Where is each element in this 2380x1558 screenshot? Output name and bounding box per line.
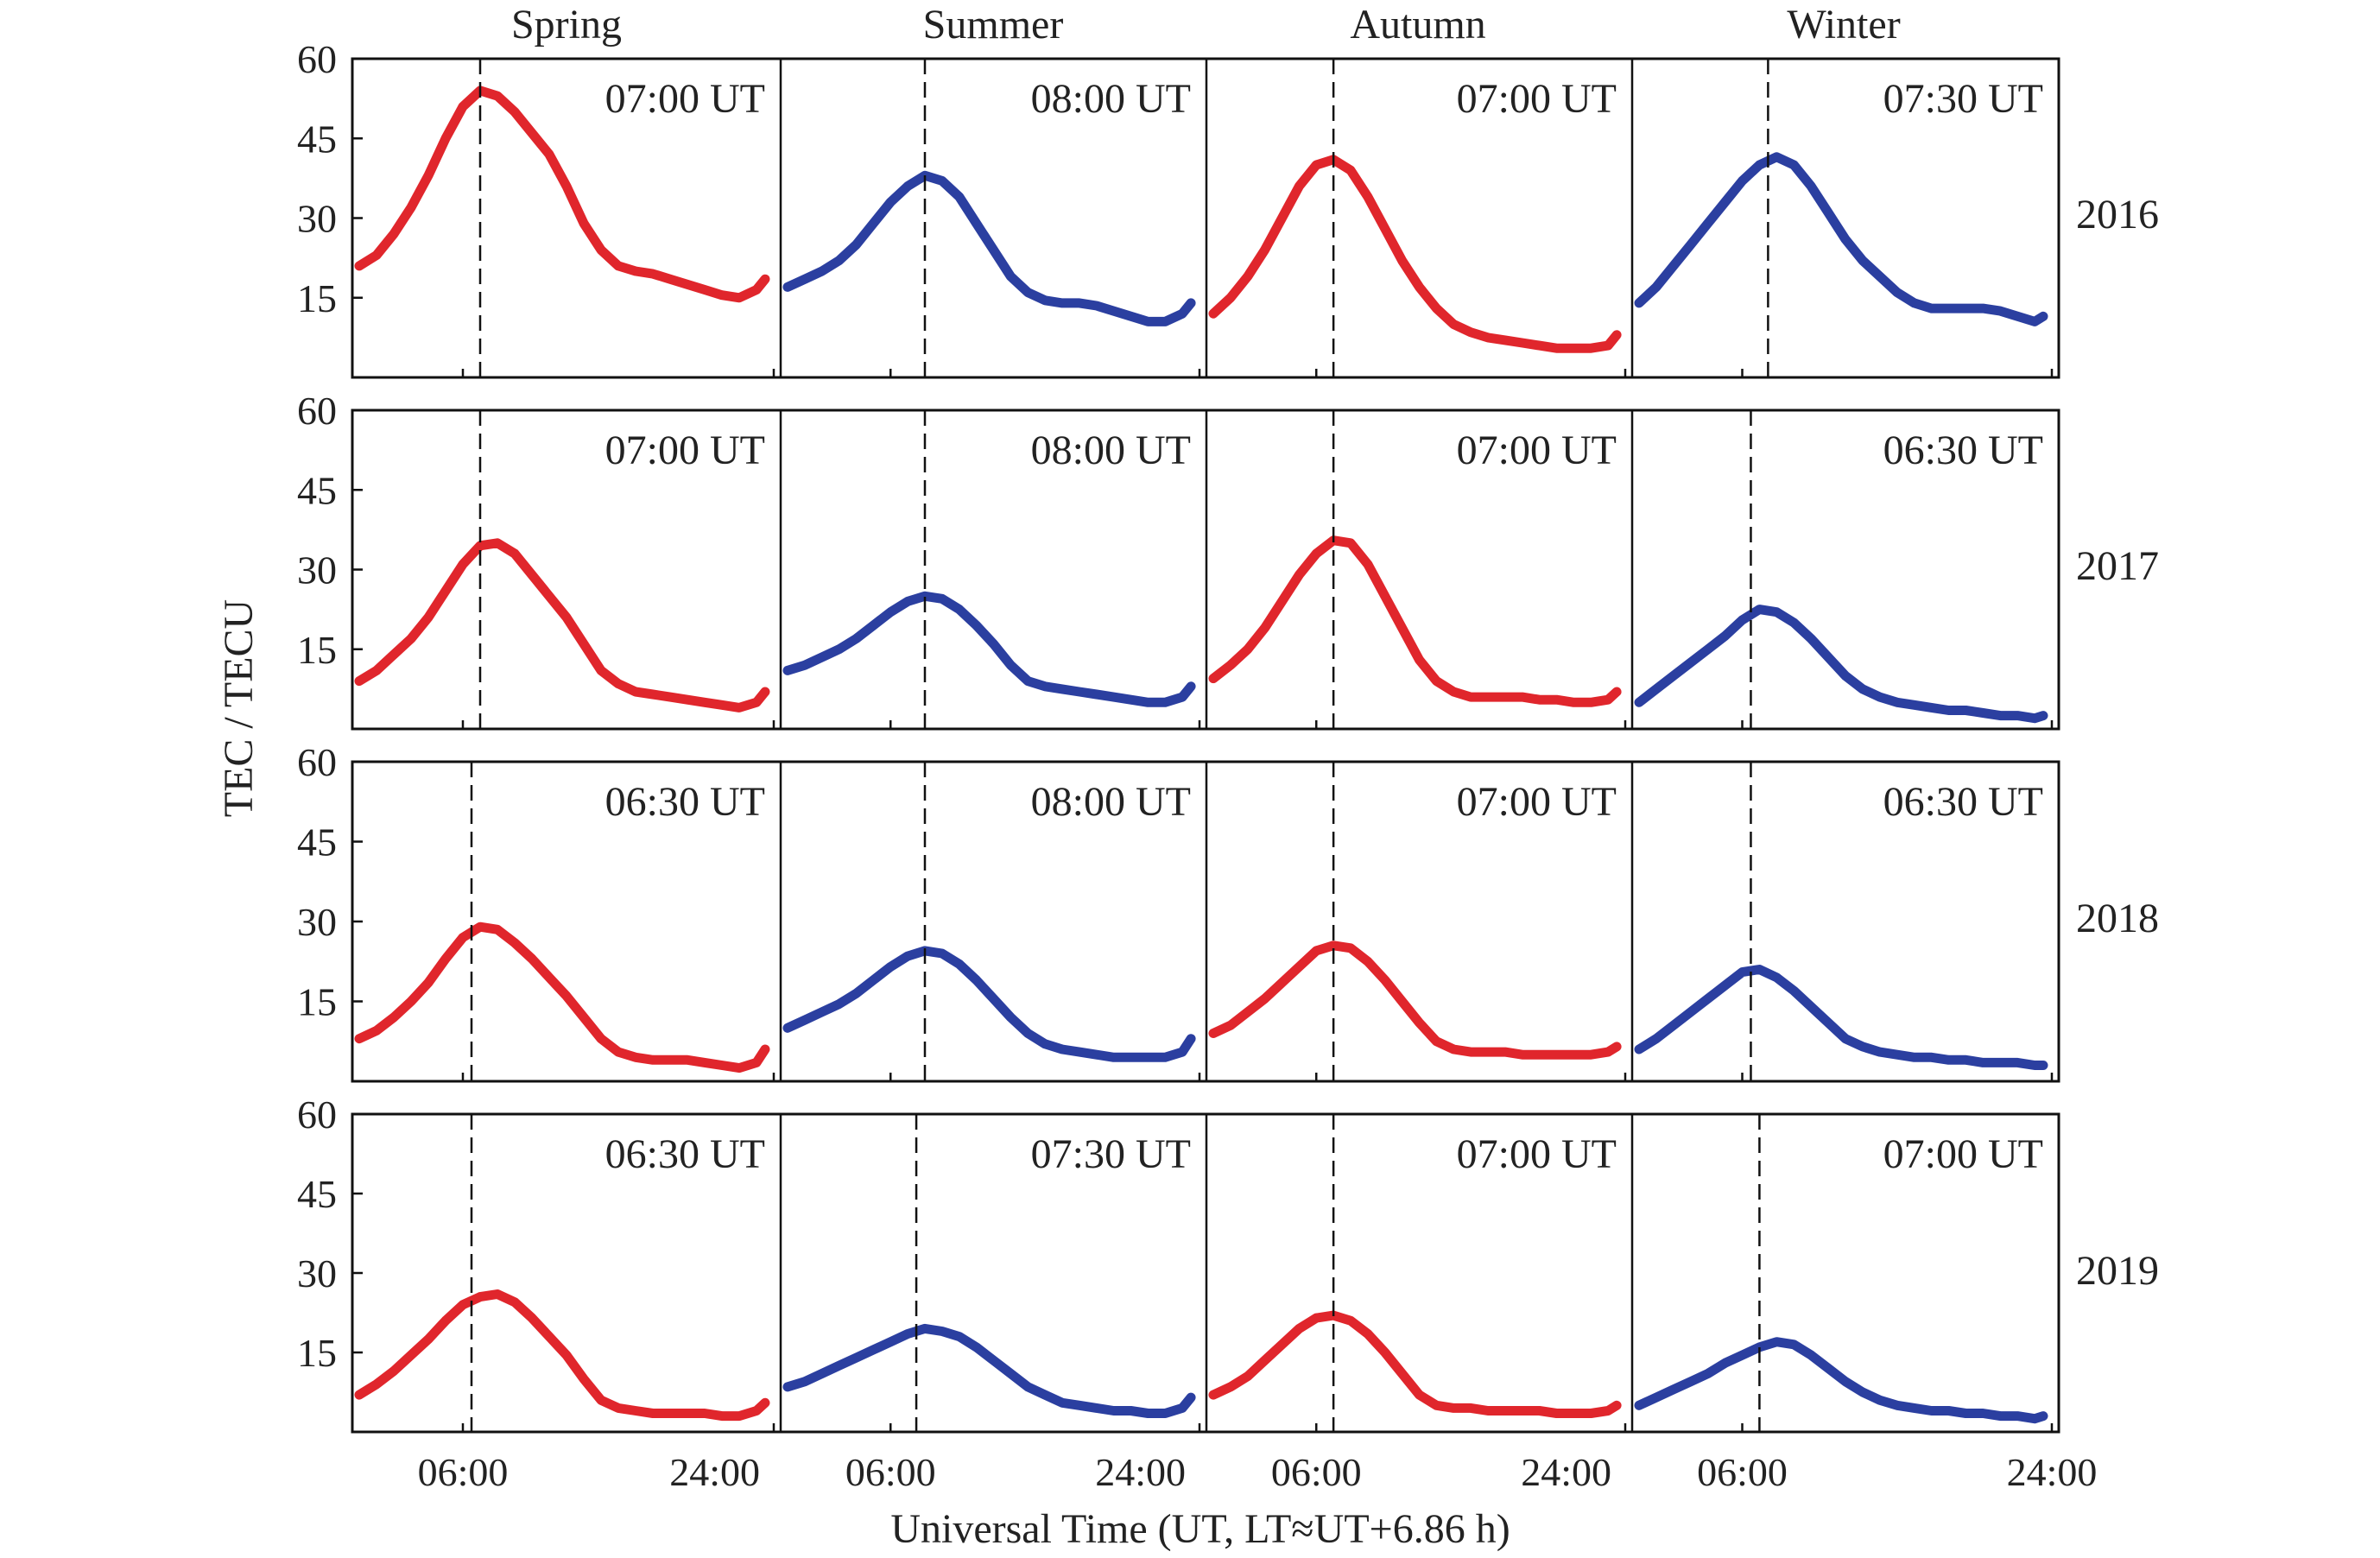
labels-layer: TEC / TECU Universal Time (UT, LT≈UT+6.8… [216, 2, 2159, 1552]
y-tick-label: 30 [297, 197, 337, 241]
tec-series-line [782, 1323, 1196, 1418]
y-tick-label: 30 [297, 900, 337, 944]
peak-time-label: 07:00 UT [605, 76, 765, 122]
y-tick-label: 15 [297, 276, 337, 320]
y-tick-label: 60 [297, 1092, 337, 1137]
y-tick-label: 15 [297, 628, 337, 672]
tec-series-line [354, 1289, 770, 1422]
peak-time-label: 07:30 UT [1883, 76, 2043, 122]
x-tick-label: 06:00 [845, 1450, 936, 1494]
tec-series-line [1634, 605, 2048, 724]
tec-series-line [354, 86, 770, 303]
y-tick-label: 45 [297, 468, 337, 512]
x-tick-label: 24:00 [669, 1450, 760, 1494]
x-tick-label: 24:00 [1095, 1450, 1186, 1494]
tec-series-line [1634, 1337, 2048, 1424]
peak-time-label: 06:30 UT [1883, 428, 2043, 473]
tec-series-line [782, 170, 1196, 326]
season-title-spring: Spring [511, 2, 622, 48]
peak-time-label: 08:00 UT [1031, 779, 1191, 825]
peak-time-label: 08:00 UT [1031, 76, 1191, 122]
x-axis-title: Universal Time (UT, LT≈UT+6.86 h) [890, 1506, 1510, 1552]
season-title-summer: Summer [923, 2, 1064, 48]
peak-time-label: 07:00 UT [605, 428, 765, 473]
tec-series-line [782, 946, 1196, 1062]
season-title-autumn: Autumn [1350, 2, 1485, 48]
season-title-winter: Winter [1787, 2, 1900, 48]
peak-time-label: 07:30 UT [1031, 1131, 1191, 1177]
tec-series-line [1208, 940, 1622, 1060]
y-tick-label: 15 [297, 980, 337, 1024]
peak-time-label: 07:00 UT [1457, 779, 1617, 825]
year-label-2018: 2018 [2076, 896, 2159, 941]
y-tick-label: 60 [297, 389, 337, 433]
year-label-2019: 2019 [2076, 1248, 2159, 1294]
tec-series-line [1634, 152, 2048, 326]
tec-series-line [1208, 535, 1622, 707]
y-tick-label: 60 [297, 37, 337, 81]
tec-series-line [1208, 1310, 1622, 1418]
tec-series-line [1208, 155, 1622, 353]
y-axis-title: TEC / TECU [216, 599, 262, 817]
x-tick-label: 24:00 [1521, 1450, 1611, 1494]
x-tick-label: 24:00 [2007, 1450, 2098, 1494]
y-tick-label: 15 [297, 1331, 337, 1375]
tec-series-line [354, 538, 770, 712]
tec-series-line [1634, 965, 2048, 1070]
peak-time-label: 07:00 UT [1457, 76, 1617, 122]
y-tick-label: 60 [297, 740, 337, 784]
panels-layer: 15 30 45 60 15 30 45 60 15 30 45 60 15 30 45 60 06:00 06:… [297, 37, 2097, 1494]
y-tick-label: 45 [297, 1172, 337, 1216]
y-tick-label: 30 [297, 1251, 337, 1295]
y-tick-label: 45 [297, 820, 337, 864]
peak-time-label: 06:30 UT [605, 779, 765, 825]
x-tick-label: 06:00 [1271, 1450, 1362, 1494]
year-label-2016: 2016 [2076, 192, 2159, 238]
x-tick-label: 06:00 [418, 1450, 509, 1494]
y-tick-label: 30 [297, 548, 337, 592]
tec-series-line [782, 591, 1196, 707]
peak-time-label: 07:00 UT [1883, 1131, 2043, 1177]
peak-time-label: 07:00 UT [1457, 428, 1617, 473]
tec-series-line [354, 922, 770, 1074]
y-tick-label: 45 [297, 117, 337, 161]
peak-time-label: 08:00 UT [1031, 428, 1191, 473]
peak-time-label: 06:30 UT [1883, 779, 2043, 825]
year-label-2017: 2017 [2076, 543, 2159, 589]
x-tick-label: 06:00 [1697, 1450, 1788, 1494]
peak-time-label: 07:00 UT [1457, 1131, 1617, 1177]
peak-time-label: 06:30 UT [605, 1131, 765, 1177]
